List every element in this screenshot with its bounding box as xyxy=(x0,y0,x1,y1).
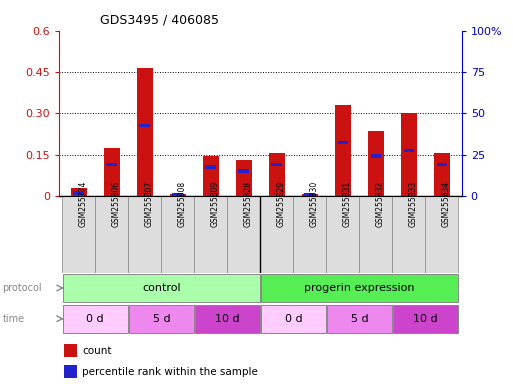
Bar xyxy=(195,305,260,333)
Text: 0 d: 0 d xyxy=(87,314,104,324)
Text: protocol: protocol xyxy=(3,283,42,293)
Text: GSM255807: GSM255807 xyxy=(145,180,154,227)
Bar xyxy=(106,162,117,166)
Text: percentile rank within the sample: percentile rank within the sample xyxy=(82,367,258,377)
Bar xyxy=(261,196,293,273)
Text: 0 d: 0 d xyxy=(285,314,302,324)
Bar xyxy=(104,148,120,196)
Bar xyxy=(261,305,326,333)
Text: 10 d: 10 d xyxy=(413,314,438,324)
Bar xyxy=(437,162,447,166)
Text: GSM255808: GSM255808 xyxy=(178,180,187,227)
Bar xyxy=(140,124,150,127)
Text: 5 d: 5 d xyxy=(152,314,170,324)
Bar xyxy=(302,194,318,196)
Text: 5 d: 5 d xyxy=(350,314,368,324)
Bar xyxy=(370,154,381,157)
Bar xyxy=(136,68,153,196)
Text: GSM255830: GSM255830 xyxy=(310,180,319,227)
Bar xyxy=(63,305,128,333)
Bar xyxy=(203,156,219,196)
Bar xyxy=(271,162,282,166)
Bar xyxy=(327,305,392,333)
Text: progerin expression: progerin expression xyxy=(304,283,415,293)
Text: time: time xyxy=(3,314,25,324)
Bar xyxy=(269,153,285,196)
Bar xyxy=(334,105,351,196)
Text: 10 d: 10 d xyxy=(215,314,240,324)
Bar xyxy=(129,305,194,333)
Bar xyxy=(360,196,392,273)
Text: GSM255828: GSM255828 xyxy=(244,180,253,227)
Bar xyxy=(170,194,186,196)
Bar xyxy=(172,193,183,196)
Bar xyxy=(227,196,261,273)
Bar xyxy=(194,196,227,273)
Bar xyxy=(62,196,95,273)
Bar xyxy=(95,196,128,273)
Text: GSM255832: GSM255832 xyxy=(376,180,385,227)
Bar xyxy=(128,196,161,273)
Bar xyxy=(293,196,326,273)
Bar xyxy=(239,169,249,173)
Text: GSM255831: GSM255831 xyxy=(343,180,352,227)
Text: GSM255833: GSM255833 xyxy=(409,180,418,227)
Text: GSM255809: GSM255809 xyxy=(211,180,220,227)
Bar xyxy=(368,131,384,196)
Bar xyxy=(425,196,459,273)
Bar xyxy=(71,187,87,196)
Bar xyxy=(392,196,425,273)
Bar xyxy=(261,274,458,302)
Bar xyxy=(433,153,450,196)
Text: control: control xyxy=(142,283,181,293)
Bar xyxy=(326,196,360,273)
Bar xyxy=(63,274,260,302)
Bar xyxy=(305,193,315,196)
Bar xyxy=(338,141,348,144)
Bar xyxy=(206,165,216,169)
Text: GSM255829: GSM255829 xyxy=(277,180,286,227)
Bar xyxy=(235,160,252,196)
Bar xyxy=(404,149,415,152)
Text: GSM255834: GSM255834 xyxy=(442,180,451,227)
Text: GSM255774: GSM255774 xyxy=(79,180,88,227)
Text: GDS3495 / 406085: GDS3495 / 406085 xyxy=(100,14,219,27)
Bar xyxy=(393,305,458,333)
Text: GSM255806: GSM255806 xyxy=(112,180,121,227)
Bar xyxy=(73,192,84,195)
Text: count: count xyxy=(82,346,112,356)
Bar xyxy=(401,113,417,196)
Bar xyxy=(161,196,194,273)
